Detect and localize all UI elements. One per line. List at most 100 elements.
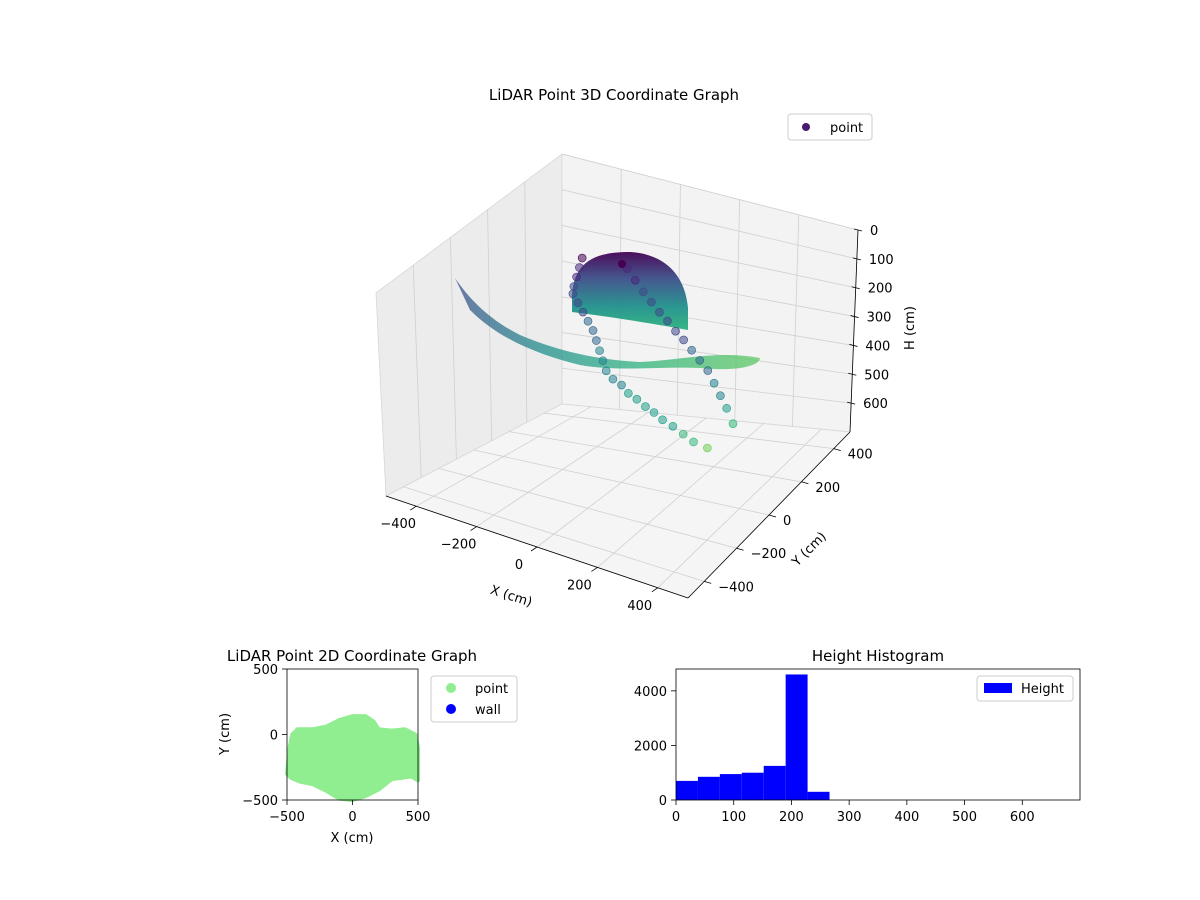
histogram-ytick-label-1: 2000 [634, 739, 667, 754]
dome-apex-point [618, 260, 626, 268]
y-axis-label: Y (cm) [789, 529, 830, 570]
y-tick-2 [768, 514, 777, 518]
y-tick-label-4: 400 [848, 448, 873, 463]
cloud-point-28 [655, 307, 664, 317]
cloud-point-26 [639, 287, 648, 297]
x-tick-label-1: −200 [441, 538, 477, 553]
z-tick-label-3: 300 [867, 311, 892, 326]
z-tick-label-6: 600 [863, 397, 888, 412]
chart-2d-ytick-label-2: −500 [242, 794, 278, 809]
legend-histogram: Height [976, 675, 1074, 702]
chart-2d-ylabel: Y (cm) [218, 713, 233, 756]
y-tick-1 [736, 547, 744, 551]
cloud-point-20 [668, 421, 678, 431]
chart-2d-ytick-label-0: 500 [253, 663, 278, 678]
cloud-point-11 [598, 356, 608, 366]
cloud-point-12 [601, 366, 611, 376]
x-tick-label-0: −400 [380, 517, 416, 532]
y-tick-label-3: 200 [815, 481, 840, 496]
chart-2d-xtick-label-1: 0 [348, 810, 356, 825]
chart-2d-plot [285, 714, 420, 802]
x-tick-3 [591, 567, 598, 572]
histogram-xtick-label-3: 300 [837, 810, 862, 825]
cloud-point-19 [658, 415, 667, 425]
cloud-point-8 [588, 326, 598, 335]
histogram-bar-6 [807, 791, 830, 800]
cloud-point-15 [624, 389, 633, 398]
legend-histogram-frame [976, 675, 1074, 702]
x-axis-label: X (cm) [488, 583, 534, 611]
histogram-bars [676, 674, 830, 800]
cloud-point-24 [622, 264, 632, 273]
x-tick-4 [651, 587, 659, 593]
z-tick-3 [850, 315, 859, 318]
chart-2d-xtick-label-2: 500 [406, 810, 431, 825]
histogram-bar-2 [719, 774, 742, 800]
cloud-point-30 [671, 326, 680, 336]
z-tick-label-2: 200 [868, 282, 893, 297]
legend-3d-frame [787, 113, 873, 141]
grid-back-v-4 [792, 214, 800, 427]
cloud-point-7 [583, 316, 593, 326]
z-tick-label-4: 400 [865, 339, 890, 354]
cloud-point-25 [630, 275, 640, 285]
y-tick-0 [704, 581, 712, 584]
histogram-frame [675, 668, 1081, 801]
chart-3d: LiDAR Point 3D Coordinate Graph −400 −200… [375, 86, 918, 614]
chart-2d-xlabel: X (cm) [331, 831, 374, 846]
histogram-xtick-label-6: 600 [1010, 810, 1035, 825]
cloud-point-5 [573, 298, 583, 308]
cloud-point-23 [703, 443, 712, 453]
cloud-point-22 [689, 437, 698, 447]
z-tick-label-1: 100 [869, 253, 894, 268]
legend-2d-wall-marker [446, 704, 456, 714]
legend-histogram-label: Height [1021, 682, 1064, 697]
grid-y-1 [438, 468, 737, 549]
histogram-bar-3 [741, 772, 764, 800]
chart-histogram: Height Histogram 0 100 200 300 400 500 600 0 200… [634, 647, 1081, 825]
cloud-point-29 [663, 316, 672, 326]
grid-z-5 [561, 332, 853, 375]
histogram-xtick-label-1: 100 [721, 810, 746, 825]
histogram-bar-5 [785, 674, 808, 800]
grid-y-3 [509, 431, 802, 483]
cloud-point-21 [678, 429, 688, 439]
legend-histogram-swatch [984, 683, 1012, 693]
x-tick-0 [409, 505, 417, 511]
z-tick-2 [851, 286, 860, 290]
chart-2d: LiDAR Point 2D Coordinate Graph −500 0 500… [218, 647, 518, 846]
x-tick-2 [530, 546, 538, 552]
cloud-point-17 [641, 402, 650, 411]
cloud-point-4 [568, 289, 578, 298]
x-tick-label-2: 0 [515, 558, 523, 573]
grid-z-2 [561, 225, 856, 289]
grid-left-v-2 [450, 237, 457, 460]
legend-3d-label: point [830, 121, 863, 136]
cloud-point-2 [572, 272, 581, 282]
cloud-point-37 [722, 403, 732, 413]
cloud-point-1 [575, 263, 584, 272]
cloud-point-13 [608, 374, 618, 384]
y-tick-4 [833, 448, 841, 451]
y-tick-label-1: −200 [751, 547, 787, 562]
cloud-point-32 [687, 345, 696, 355]
grid-z-0 [561, 153, 859, 231]
z-tick-1 [852, 257, 861, 261]
cloud-point-31 [679, 335, 688, 345]
cloud-point-10 [595, 346, 604, 355]
legend-2d-point-label: point [475, 682, 508, 697]
grid-z-6 [561, 367, 852, 404]
cloud-point-33 [695, 356, 705, 365]
cloud-point-14 [617, 380, 626, 390]
grid-y-4 [544, 412, 834, 449]
z-tick-6 [847, 401, 856, 405]
histogram-bar-4 [763, 765, 786, 800]
grid-z-1 [561, 189, 857, 260]
cloud-point-18 [649, 408, 659, 417]
histogram-xtick-label-0: 0 [672, 810, 680, 825]
legend-2d: point wall [430, 675, 518, 723]
z-tick-4 [849, 344, 858, 347]
histogram-ytick-label-2: 4000 [634, 685, 667, 700]
chart-2d-title: LiDAR Point 2D Coordinate Graph [227, 647, 477, 665]
